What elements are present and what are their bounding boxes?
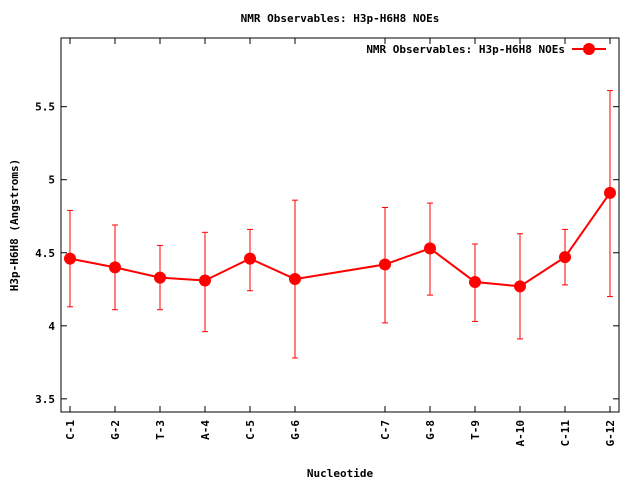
y-axis-label: H3p-H6H8 (Angstroms) bbox=[8, 159, 21, 291]
legend-label: NMR Observables: H3p-H6H8 NOEs bbox=[366, 43, 565, 56]
x-axis: C-1 G-2 T-3 A-4 C-5 G-6 C-7 G-8 T-9 A-10 C-11 G-12 bbox=[64, 38, 617, 447]
data-point bbox=[199, 274, 211, 287]
plot-border bbox=[60, 37, 620, 413]
data-point bbox=[424, 242, 436, 255]
x-tick-label: A-4 bbox=[199, 420, 212, 440]
data-point bbox=[64, 252, 76, 265]
x-tick-label: G-6 bbox=[289, 420, 302, 440]
x-tick-label: C-5 bbox=[244, 420, 257, 440]
x-tick-label: T-9 bbox=[469, 420, 482, 440]
x-tick-label: G-8 bbox=[424, 420, 437, 440]
data-point bbox=[244, 252, 256, 265]
series-line bbox=[69, 192, 611, 288]
y-axis: 3.5 4 4.5 5 5.5 bbox=[35, 101, 619, 406]
y-tick-label: 4.5 bbox=[35, 247, 55, 260]
x-tick-label: C-1 bbox=[64, 420, 77, 440]
y-tick-label: 3.5 bbox=[35, 393, 55, 406]
series-noe bbox=[64, 90, 616, 359]
y-tick-label: 5 bbox=[48, 174, 55, 187]
data-point bbox=[514, 280, 526, 293]
x-axis-label: Nucleotide bbox=[307, 467, 374, 480]
legend-marker bbox=[583, 43, 595, 55]
data-point bbox=[469, 275, 481, 288]
data-point bbox=[154, 271, 166, 284]
x-tick-label: G-2 bbox=[109, 420, 122, 440]
data-point bbox=[559, 251, 571, 264]
chart-title: NMR Observables: H3p-H6H8 NOEs bbox=[241, 12, 440, 25]
data-point bbox=[109, 261, 121, 274]
x-tick-label: A-10 bbox=[514, 420, 527, 447]
legend: NMR Observables: H3p-H6H8 NOEs bbox=[366, 43, 606, 56]
y-tick-label: 4 bbox=[48, 320, 55, 333]
x-tick-label: G-12 bbox=[604, 420, 617, 447]
x-tick-label: T-3 bbox=[154, 420, 167, 440]
x-tick-label: C-7 bbox=[379, 420, 392, 440]
x-tick-label: C-11 bbox=[559, 420, 572, 447]
data-point bbox=[289, 273, 301, 286]
data-point bbox=[604, 186, 616, 199]
data-point bbox=[379, 258, 391, 271]
y-tick-label: 5.5 bbox=[35, 101, 55, 114]
